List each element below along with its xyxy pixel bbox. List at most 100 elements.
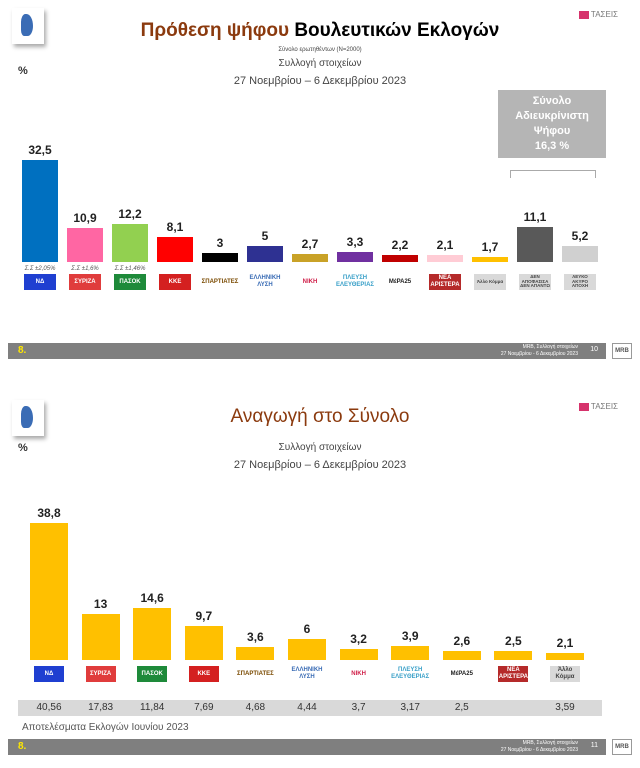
- data-label-0: 32,5: [28, 143, 52, 157]
- bar-8: [442, 650, 481, 660]
- bar-2: [133, 608, 172, 660]
- bar-6: [339, 648, 378, 660]
- bar-9: [494, 651, 533, 660]
- chart-date: 27 Νοεμβρίου – 6 Δεκεμβρίου 2023: [233, 459, 407, 471]
- bar-5: [288, 638, 326, 660]
- brand-logo: ΤΑΣΕΙΣ: [578, 10, 618, 19]
- chart-subtitle-2: Συλλογή στοιχείων: [278, 442, 362, 453]
- party-logo-10: Άλλο Κόμμα: [550, 666, 580, 682]
- bar-10: [546, 652, 584, 660]
- data-label-12: 5,2: [571, 228, 589, 243]
- data-label-6: 3,2: [350, 631, 367, 646]
- bar-0: [30, 523, 68, 660]
- previous-result-8: 2,5: [454, 702, 469, 713]
- mrb-logo: MRB: [612, 343, 632, 359]
- party-logo-6: ΝΙΚΗ: [294, 274, 326, 290]
- bar-3: [184, 625, 223, 660]
- y-axis-label: %: [18, 442, 28, 454]
- chart-date: 27 Νοεμβρίου – 6 Δεκεμβρίου 2023: [233, 75, 407, 87]
- party-logo-4: ΣΠΑΡΤΙΑΤΕΣ: [202, 274, 238, 290]
- data-label-7: 3,9: [401, 629, 419, 644]
- data-label-6: 2,7: [301, 236, 319, 251]
- chart-subtitle-2: Συλλογή στοιχείων: [278, 58, 362, 69]
- party-logo-5: ΕΛΛΗΝΙΚΗ ΛΥΣΗ: [249, 274, 281, 290]
- data-label-0: 38,8: [37, 506, 61, 520]
- brand-logo: ΤΑΣΕΙΣ: [578, 402, 618, 411]
- bar-1: [81, 614, 120, 660]
- bar-12: [562, 245, 598, 262]
- party-logo-7: ΠΛΕΥΣΗ ΕΛΕΥΘΕΡΙΑΣ: [335, 274, 375, 290]
- data-label-3: 9,7: [195, 608, 213, 623]
- previous-result-7: 3,17: [400, 702, 420, 713]
- party-logo-0: ΝΔ: [24, 274, 56, 290]
- previous-result-2: 11,84: [140, 702, 165, 713]
- previous-result-1: 17,83: [88, 702, 114, 713]
- party-logo-2: ΠΑΣΟΚ: [137, 666, 168, 682]
- data-label-10: 2,1: [556, 635, 574, 650]
- bar-8: [382, 255, 418, 262]
- party-logo-11: ΔΕΝ ΑΠΟΦΑΣΙΣΑ ΔΕΝ ΑΠΑΝΤΩ: [519, 273, 551, 290]
- bar-6: [292, 253, 328, 262]
- party-logo-12: ΛΕΥΚΟ ΑΚΥΡΟ ΑΠΟΧΗ: [564, 274, 596, 290]
- data-label-8: 2,6: [453, 633, 471, 648]
- bar-10: [472, 256, 508, 262]
- previous-result-3: 7,69: [194, 702, 214, 713]
- data-label-3: 8,1: [166, 219, 184, 234]
- data-label-11: 11,1: [523, 210, 547, 225]
- party-logo-7: ΠΛΕΥΣΗ ΕΛΕΥΘΕΡΙΑΣ: [391, 666, 430, 682]
- party-logo-10: Άλλο Κόμμα: [474, 274, 506, 290]
- slide-projection: ΤΑΣΕΙΣ Αναγωγή στο Σύνολο Συλλογή στοιχε…: [0, 384, 640, 768]
- mrb-logo: MRB: [612, 739, 632, 755]
- bar-7: [391, 646, 430, 660]
- party-logo-1: ΣΥΡΙΖΑ: [69, 274, 101, 290]
- party-logo-6: ΝΙΚΗ: [343, 666, 374, 682]
- previous-result-5: 4,44: [297, 702, 317, 713]
- undecided-annotation: Σύνολο Αδιευκρίνιστη Ψήφου 16,3 %: [498, 90, 606, 158]
- chart-title: Πρόθεση ψήφου Βουλευτικών Εκλογών: [140, 20, 500, 41]
- margin-of-error-1: Σ.Σ ±1,6%: [71, 266, 99, 272]
- greece-map-icon: [12, 400, 44, 436]
- previous-result-4: 4,68: [245, 702, 266, 713]
- bar-11: [517, 227, 553, 262]
- slide-vote-intention: ΤΑΣΕΙΣ Πρόθεση ψήφου Βουλευτικών Εκλογών…: [8, 8, 632, 359]
- party-logo-8: ΜέΡΑ25: [384, 274, 416, 290]
- bar-1: [67, 227, 103, 262]
- page-number: 11: [590, 742, 598, 749]
- data-label-4: 3: [216, 235, 224, 250]
- greece-map-icon: [12, 8, 44, 44]
- data-label-7: 3,3: [346, 234, 364, 249]
- data-label-1: 13: [93, 597, 108, 612]
- chart-subtitle: Σύνολο ερωτηθέντων (N=2000): [278, 47, 362, 53]
- bar-2: [112, 223, 148, 262]
- party-logo-0: ΝΔ: [34, 666, 64, 682]
- party-logo-5: ΕΛΛΗΝΙΚΗ ΛΥΣΗ: [291, 666, 323, 682]
- previous-results-table: [18, 700, 602, 716]
- data-label-5: 6: [303, 621, 311, 636]
- previous-result-6: 3,7: [351, 702, 366, 713]
- bar-0: [22, 160, 58, 262]
- data-label-2: 12,2: [118, 206, 142, 221]
- party-logo-1: ΣΥΡΙΖΑ: [85, 666, 116, 682]
- page-number: 10: [590, 346, 598, 353]
- data-label-9: 2,1: [436, 238, 454, 253]
- data-label-9: 2,5: [505, 634, 522, 649]
- party-logo-9: ΝΕΑ ΑΡΙΣΤΕΡΑ: [429, 274, 461, 290]
- y-axis-label: %: [18, 65, 28, 77]
- bar-4: [236, 647, 275, 660]
- party-logo-8: ΜέΡΑ25: [446, 666, 477, 682]
- margin-of-error-0: Σ.Σ ±2,05%: [24, 266, 56, 272]
- chart-title: Αναγωγή στο Σύνολο: [230, 406, 410, 427]
- data-label-1: 10,9: [73, 210, 97, 225]
- data-label-5: 5: [261, 229, 269, 244]
- data-label-2: 14,6: [140, 591, 164, 606]
- annotation-brace: [510, 170, 596, 178]
- bar-9: [427, 255, 463, 262]
- bar-7: [337, 251, 373, 262]
- party-logo-9: ΝΕΑ ΑΡΙΣΤΕΡΑ: [498, 666, 529, 682]
- previous-result-10: 3,59: [555, 702, 575, 713]
- party-logo-3: ΚΚΕ: [188, 666, 219, 682]
- footer: 8. MRB, Συλλογή στοιχείων 27 Νοεμβρίου - …: [8, 343, 606, 359]
- bar-3: [157, 236, 193, 262]
- party-logo-4: ΣΠΑΡΤΙΑΤΕΣ: [237, 666, 274, 682]
- party-logo-3: ΚΚΕ: [159, 274, 191, 290]
